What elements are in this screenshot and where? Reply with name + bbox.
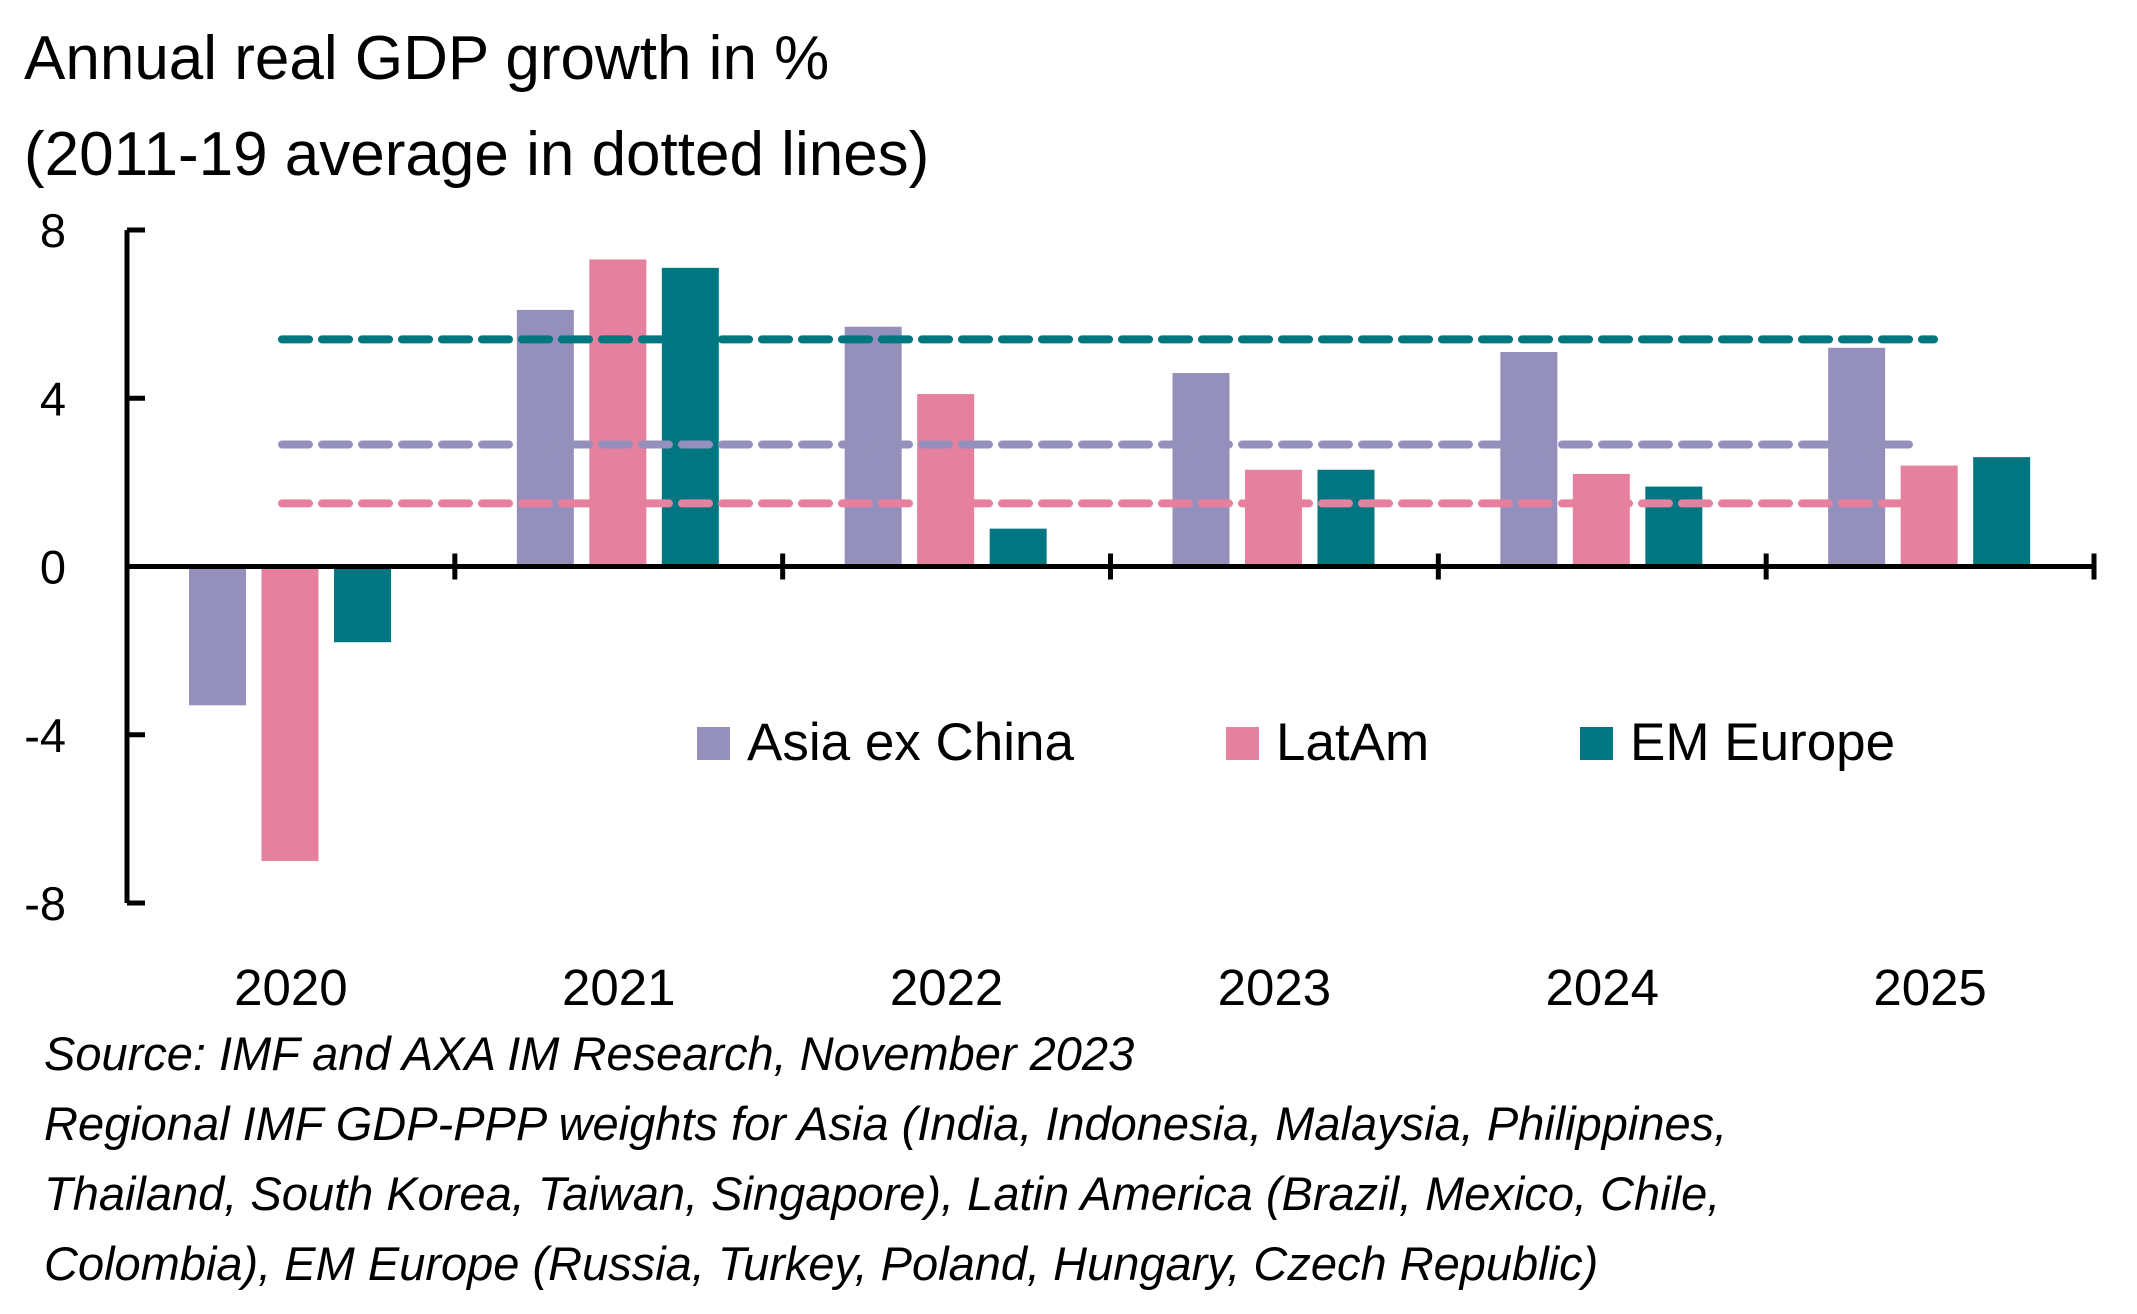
x-category-label: 2020 [234, 959, 347, 1016]
bar-chart: 8 4 0 -4 -8 2020 2021 2022 2023 2024 2025 Asia ex C… [24, 204, 2097, 1016]
weights-note-line-2: Thailand, South Korea, Taiwan, Singapore… [44, 1167, 1721, 1220]
y-tick-label: 8 [40, 204, 66, 257]
bar-latam-2021 [589, 259, 647, 567]
y-tick-label: -8 [24, 877, 66, 930]
bar-latam-2025 [1900, 465, 1958, 567]
legend-swatch-asia-ex-china [697, 727, 730, 760]
bar-em-europe-2025 [1973, 457, 2031, 567]
chart-title-line-1: Annual real GDP growth in % [24, 24, 830, 93]
legend-label-em-europe: EM Europe [1630, 713, 1895, 772]
bar-asia-ex-china-2021 [516, 309, 574, 567]
y-tick-label: 4 [40, 372, 66, 425]
chart-title-line-2: (2011-19 average in dotted lines) [24, 120, 930, 189]
bar-asia-ex-china-2023 [1172, 373, 1230, 567]
y-tick-label: -4 [24, 709, 66, 762]
bar-em-europe-2023 [1317, 469, 1375, 567]
bar-asia-ex-china-2024 [1500, 351, 1558, 567]
x-category-label: 2021 [562, 959, 675, 1016]
x-category-label: 2024 [1546, 959, 1659, 1016]
bar-em-europe-2022 [989, 528, 1047, 567]
weights-note-line-3: Colombia), EM Europe (Russia, Turkey, Po… [44, 1237, 1599, 1290]
x-category-label: 2025 [1873, 959, 1986, 1016]
bar-latam-2024 [1572, 473, 1630, 567]
legend-label-asia-ex-china: Asia ex China [747, 713, 1075, 772]
legend-swatch-em-europe [1580, 727, 1613, 760]
weights-note-line-1: Regional IMF GDP-PPP weights for Asia (I… [44, 1097, 1728, 1150]
bar-latam-2022 [917, 394, 975, 567]
legend-swatch-latam [1226, 727, 1259, 760]
y-tick-label: 0 [40, 541, 66, 594]
bar-em-europe-2024 [1645, 486, 1703, 567]
bar-em-europe-2020 [334, 566, 391, 643]
source-note: Source: IMF and AXA IM Research, Novembe… [44, 1027, 1135, 1080]
bar-asia-ex-china-2025 [1828, 347, 1886, 567]
x-category-label: 2023 [1218, 959, 1331, 1016]
bar-latam-2023 [1245, 469, 1302, 567]
bar-em-europe-2021 [661, 267, 719, 567]
bar-asia-ex-china-2020 [189, 566, 246, 706]
bar-latam-2020 [261, 566, 319, 861]
x-category-label: 2022 [890, 959, 1003, 1016]
legend-label-latam: LatAm [1276, 713, 1429, 772]
